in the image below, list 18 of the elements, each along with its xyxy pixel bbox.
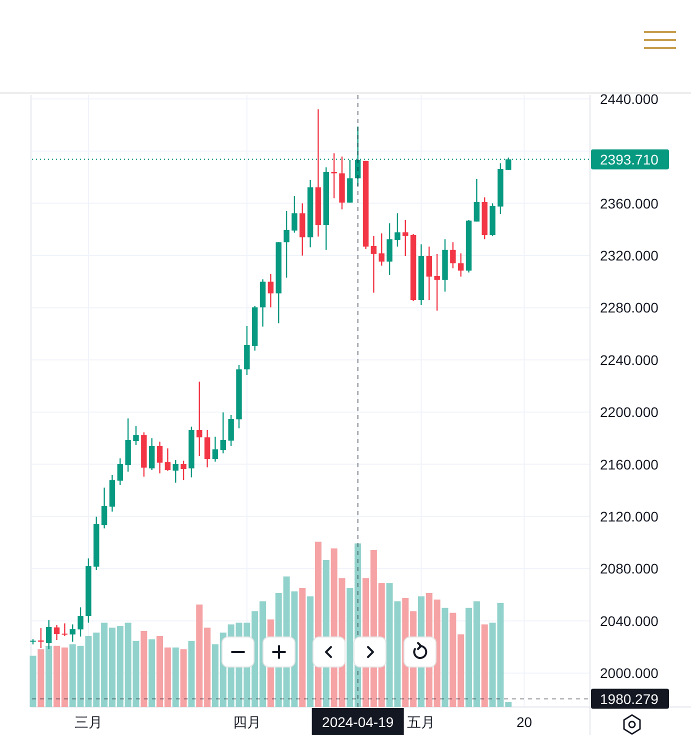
y-tick-label: 2320.000 <box>600 248 659 264</box>
y-tick-label: 2040.000 <box>600 612 659 629</box>
y-tick-label: 2160.000 <box>600 456 659 472</box>
y-tick-label: 2440.000 <box>600 90 659 107</box>
x-tick-label: 20 <box>516 714 532 730</box>
x-tick-label: 五月 <box>407 714 436 730</box>
ref-line-label: 1980.279 <box>600 690 659 707</box>
ref-line-label: 2393.710 <box>600 151 659 168</box>
x-tick-label: 四月 <box>232 714 261 730</box>
y-tick-label: 2120.000 <box>600 508 659 524</box>
y-tick-label: 2200.000 <box>600 404 659 420</box>
x-tick-label: 2024-04-19 <box>322 714 394 730</box>
y-tick-label: 2280.000 <box>600 300 659 316</box>
y-tick-label: 2080.000 <box>600 560 659 577</box>
y-tick-label: 2240.000 <box>600 352 659 368</box>
y-tick-label: 2000.000 <box>600 665 659 682</box>
x-tick-label: 三月 <box>74 714 102 730</box>
y-tick-label: 2360.000 <box>600 195 659 212</box>
